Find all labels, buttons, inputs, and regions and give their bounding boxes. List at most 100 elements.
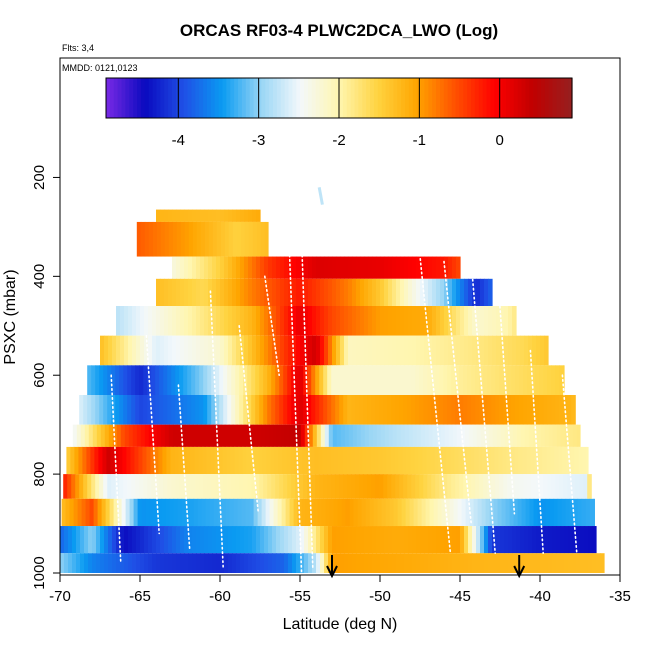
heatmap-cell: [525, 498, 531, 527]
heatmap-cell: [398, 446, 403, 475]
heatmap-cell: [344, 553, 349, 573]
heatmap-cell: [420, 278, 425, 306]
heatmap-cell: [300, 256, 305, 279]
heatmap-cell: [136, 553, 141, 573]
heatmap-cell: [336, 335, 341, 366]
heatmap-cell: [107, 395, 112, 425]
heatmap-cell: [348, 278, 353, 306]
heatmap-cell: [560, 424, 566, 447]
heatmap-cell: [560, 526, 565, 554]
heatmap-cell: [388, 424, 394, 447]
heatmap-cell: [304, 526, 309, 554]
heatmap-cell: [89, 498, 95, 527]
heatmap-cell: [216, 221, 222, 257]
heatmap-cell: [61, 498, 67, 527]
heatmap-cell: [473, 498, 479, 527]
heatmap-cell: [300, 424, 306, 447]
colorbar-swatch: [342, 78, 348, 118]
heatmap-cell: [246, 446, 251, 475]
heatmap-cell: [216, 256, 221, 279]
heatmap-cell: [562, 446, 567, 475]
colorbar-swatch: [463, 78, 468, 118]
heatmap-cell: [388, 306, 393, 336]
heatmap-cell: [329, 498, 335, 527]
heatmap-cell: [331, 365, 336, 395]
heatmap-cell: [132, 306, 137, 336]
heatmap-cell: [156, 424, 162, 447]
heatmap-cell: [336, 256, 341, 279]
heatmap-cell: [159, 365, 164, 395]
heatmap-cell: [285, 498, 291, 527]
heatmap-cell: [429, 498, 435, 527]
heatmap-cell: [495, 474, 500, 499]
heatmap-cell: [503, 395, 508, 425]
heatmap-cell: [168, 526, 173, 554]
heatmap-cell: [252, 424, 258, 447]
heatmap-cell: [392, 553, 397, 573]
heatmap-cell: [136, 526, 141, 554]
colorbar-swatch: [269, 78, 274, 118]
heatmap-cell: [316, 526, 321, 554]
heatmap-cell: [479, 474, 484, 499]
colorbar-swatch: [560, 78, 565, 118]
heatmap-cell: [160, 526, 165, 554]
heatmap-cell: [252, 256, 257, 279]
heatmap-cell: [84, 526, 89, 554]
heatmap-cell: [251, 474, 256, 499]
colorbar-swatch: [401, 78, 406, 118]
flight-track-trace: [343, 191, 356, 218]
heatmap-cell: [139, 365, 144, 395]
heatmap-cell: [108, 553, 113, 573]
heatmap-cell: [319, 395, 324, 425]
heatmap-cell: [348, 526, 353, 554]
heatmap-cell: [336, 306, 341, 336]
heatmap-cell: [231, 474, 236, 499]
heatmap-cell: [348, 424, 354, 447]
heatmap-cell: [327, 474, 332, 499]
heatmap-cell: [188, 553, 193, 573]
heatmap-cell: [232, 209, 237, 222]
heatmap-cell: [192, 209, 197, 222]
heatmap-cell: [168, 209, 173, 222]
heatmap-cell: [220, 553, 225, 573]
heatmap-cell: [263, 395, 268, 425]
heatmap-cell: [340, 335, 345, 366]
colorbar-swatch: [218, 78, 224, 118]
heatmap-cell: [456, 278, 461, 306]
colorbar-swatch: [377, 78, 383, 118]
heatmap-cell: [436, 335, 441, 366]
heatmap-cell: [303, 395, 308, 425]
heatmap-cell: [377, 498, 383, 527]
heatmap-cell: [276, 526, 281, 554]
heatmap-cell: [160, 553, 165, 573]
flight-track-trace: [238, 324, 260, 515]
heatmap-cell: [211, 474, 216, 499]
colorbar-swatch: [210, 78, 216, 118]
heatmap-cell: [224, 553, 229, 573]
heatmap-cell: [549, 498, 555, 527]
heatmap-cell: [270, 446, 275, 475]
heatmap-cell: [565, 498, 571, 527]
heatmap-cell: [471, 365, 476, 395]
heatmap-cell: [355, 365, 360, 395]
heatmap-cell: [115, 395, 120, 425]
heatmap-cell: [440, 306, 445, 336]
heatmap-cell: [476, 278, 481, 306]
heatmap-cell: [365, 498, 371, 527]
heatmap-cell: [464, 335, 469, 366]
heatmap-cell: [539, 395, 544, 425]
heatmap-cell: [332, 256, 337, 279]
heatmap-cell: [363, 395, 368, 425]
heatmap-cell: [355, 474, 360, 499]
colorbar-swatch: [257, 78, 262, 118]
heatmap-cell: [326, 446, 331, 475]
colorbar-swatch: [436, 78, 441, 118]
colorbar-swatch: [315, 78, 321, 118]
heatmap-cell: [359, 365, 364, 395]
heatmap-cell: [339, 474, 344, 499]
colorbar-swatch: [381, 78, 387, 118]
heatmap-cell: [332, 306, 337, 336]
heatmap-cell: [127, 395, 132, 425]
heatmap-cell: [484, 553, 489, 573]
